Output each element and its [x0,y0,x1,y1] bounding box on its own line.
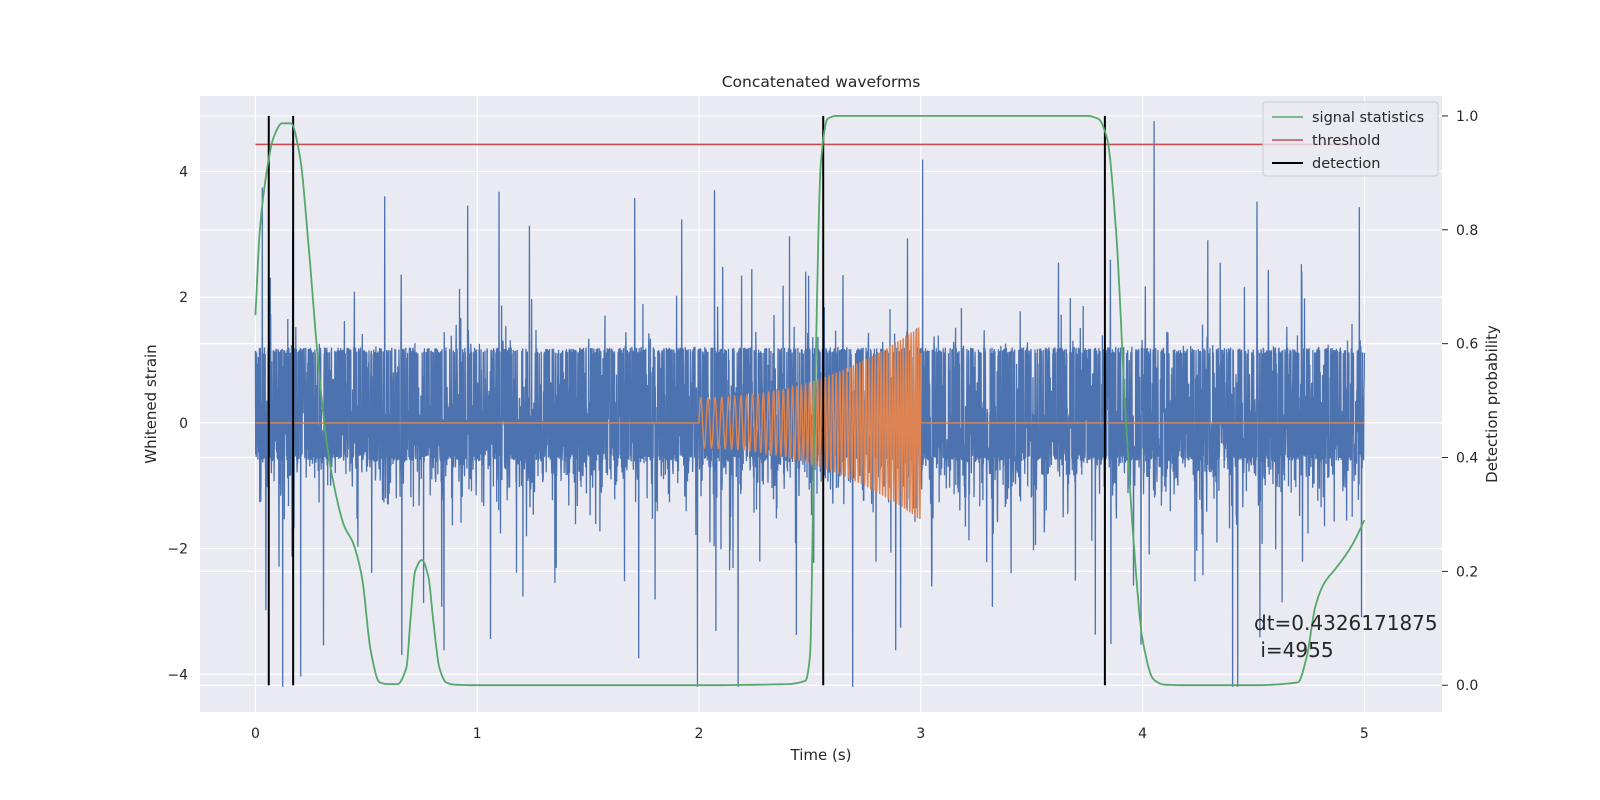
signal-statistics-curve [254,115,1366,687]
legend-label-detection: detection [1312,156,1380,172]
legend-label-signal-statistics: signal statistics [1312,110,1424,126]
x-axis-label: Time (s) [790,746,852,764]
legend: signal statistics threshold detection [1262,101,1439,177]
y-tick-label: −4 [167,667,188,683]
y-axis-label: Whitened strain [142,344,160,463]
y2-tick-label: 0.8 [1456,223,1478,239]
strain-trace [254,121,1366,687]
legend-label-threshold: threshold [1312,133,1380,149]
annotation-index: i=4955 [1254,638,1334,662]
y-tick-label: 2 [179,290,188,306]
y2-axis-label: Detection probability [1483,325,1501,483]
x-tick-label: 0 [251,726,260,742]
y2-tick-label: 0.4 [1456,451,1478,467]
x-tick-label: 1 [473,726,482,742]
strain-layer [254,121,1366,687]
legend-frame [1262,101,1439,177]
stats-layer [254,115,1366,687]
y2-tick-label: 0.0 [1456,678,1478,694]
y2-tick-label: 0.2 [1456,564,1478,580]
injected-layer [255,327,1365,520]
axis-layer: 0 1 2 3 4 5 −4 −2 0 2 4 0.0 0.2 0.4 0.6 0.8 1.0 [167,109,1478,742]
annotation-dt: dt=0.4326171875 [1254,611,1438,635]
injected-chirp-trace [255,327,1365,520]
x-tick-label: 4 [1138,726,1147,742]
y-tick-label: 0 [179,416,188,432]
y2-tick-label: 1.0 [1456,109,1478,125]
y2-tick-label: 0.6 [1456,337,1478,353]
y-tick-label: −2 [167,542,188,558]
x-tick-label: 5 [1360,726,1369,742]
y-tick-label: 4 [179,164,188,180]
chart-title: Concatenated waveforms [722,73,921,91]
x-tick-label: 3 [916,726,925,742]
x-tick-label: 2 [695,726,704,742]
